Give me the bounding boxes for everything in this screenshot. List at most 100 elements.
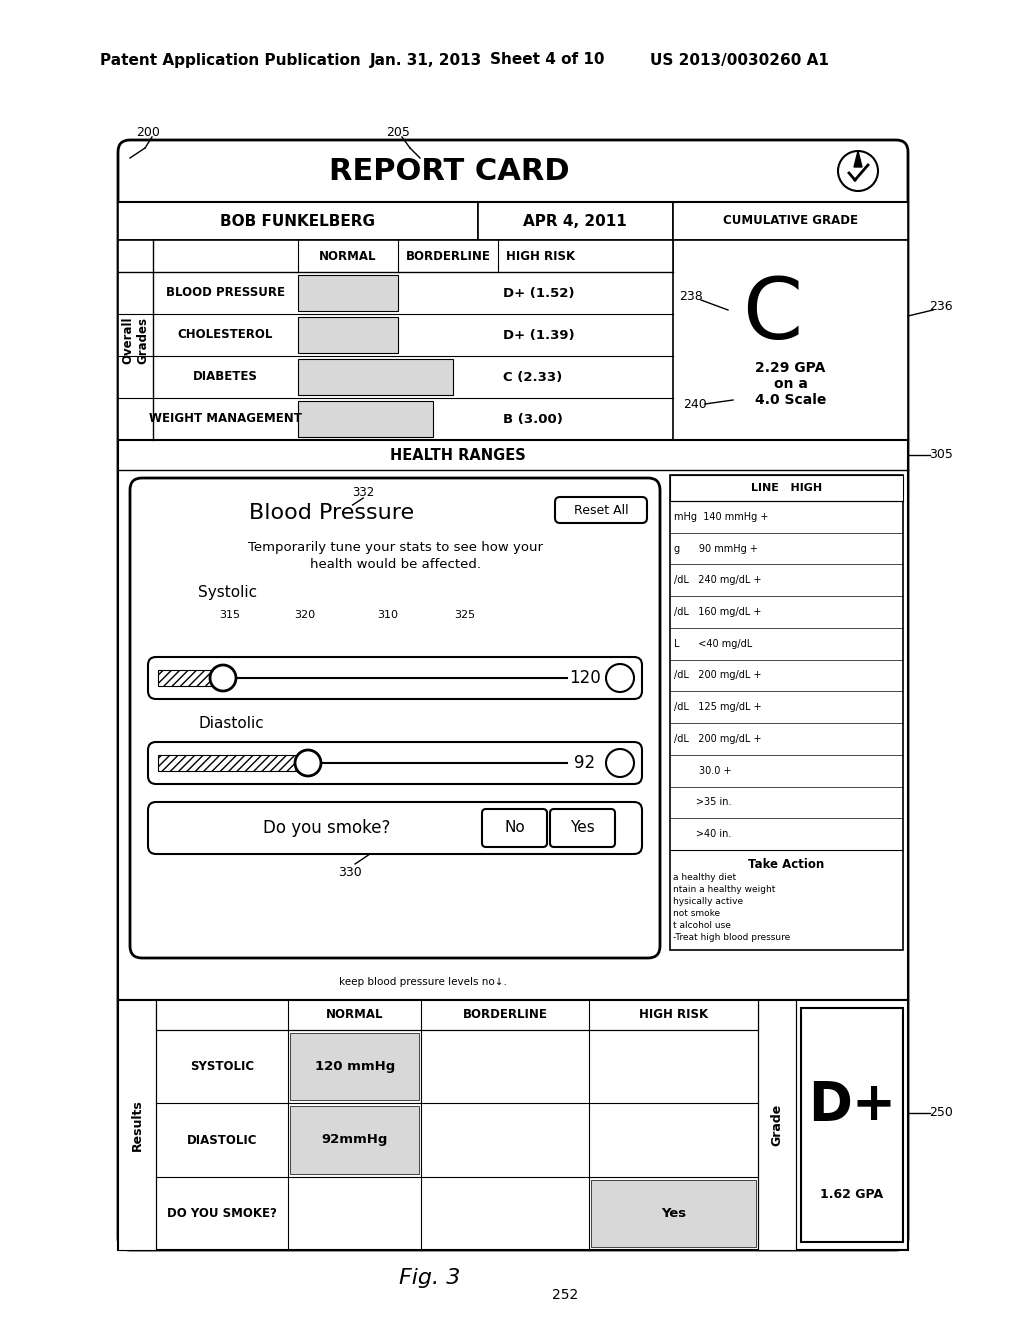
Text: >40 in.: >40 in. <box>674 829 731 840</box>
Text: Diastolic: Diastolic <box>198 717 264 731</box>
Text: HIGH RISK: HIGH RISK <box>506 249 575 263</box>
Text: HIGH RISK: HIGH RISK <box>639 1008 709 1022</box>
Text: a healthy diet: a healthy diet <box>673 874 736 883</box>
Text: Yes: Yes <box>662 1206 686 1220</box>
Bar <box>298 359 453 395</box>
Text: /dL   240 mg/dL +: /dL 240 mg/dL + <box>674 576 762 585</box>
Bar <box>118 1001 908 1250</box>
Bar <box>158 671 223 686</box>
Bar <box>298 317 398 352</box>
Text: /dL   200 mg/dL +: /dL 200 mg/dL + <box>674 734 762 744</box>
Text: Grade: Grade <box>770 1104 783 1146</box>
Text: 30.0 +: 30.0 + <box>674 766 731 776</box>
Bar <box>156 1001 758 1030</box>
Bar <box>673 202 908 240</box>
Text: Jan. 31, 2013: Jan. 31, 2013 <box>370 53 482 67</box>
Text: mHg  140 mmHg +: mHg 140 mmHg + <box>674 512 768 521</box>
Text: No: No <box>504 821 525 836</box>
Text: BORDERLINE: BORDERLINE <box>463 1008 548 1022</box>
Text: US 2013/0030260 A1: US 2013/0030260 A1 <box>650 53 828 67</box>
Text: 200: 200 <box>136 127 160 140</box>
Text: CHOLESTEROL: CHOLESTEROL <box>178 329 273 342</box>
FancyBboxPatch shape <box>118 140 908 1250</box>
Text: Fig. 3: Fig. 3 <box>399 1269 461 1288</box>
Polygon shape <box>854 150 862 168</box>
Text: 1.62 GPA: 1.62 GPA <box>820 1188 884 1201</box>
Text: 315: 315 <box>219 610 241 620</box>
Text: HEALTH RANGES: HEALTH RANGES <box>390 447 525 462</box>
Text: 240: 240 <box>683 397 707 411</box>
Text: health would be affected.: health would be affected. <box>309 558 480 572</box>
Text: DIASTOLIC: DIASTOLIC <box>187 1134 257 1147</box>
Text: DIABETES: DIABETES <box>194 371 258 384</box>
Text: Systolic: Systolic <box>198 586 257 601</box>
Bar <box>291 1106 419 1173</box>
Bar <box>801 1008 903 1242</box>
Text: LINE   HIGH: LINE HIGH <box>751 483 822 492</box>
Text: 120 mmHg: 120 mmHg <box>314 1060 395 1073</box>
Text: 205: 205 <box>386 127 410 140</box>
Text: 120: 120 <box>569 669 601 686</box>
Bar <box>118 240 908 440</box>
Text: Temporarily tune your stats to see how your: Temporarily tune your stats to see how y… <box>248 541 543 554</box>
Bar <box>298 275 398 312</box>
Text: -Treat high blood pressure: -Treat high blood pressure <box>673 933 791 942</box>
Text: 305: 305 <box>929 449 953 462</box>
FancyBboxPatch shape <box>550 809 615 847</box>
Text: 330: 330 <box>338 866 361 879</box>
Text: /dL   125 mg/dL +: /dL 125 mg/dL + <box>674 702 762 713</box>
Text: Results: Results <box>130 1100 143 1151</box>
Text: C (2.33): C (2.33) <box>503 371 562 384</box>
Text: 236: 236 <box>929 300 952 313</box>
Bar <box>298 401 433 437</box>
Text: 2.29 GPA
on a
4.0 Scale: 2.29 GPA on a 4.0 Scale <box>755 360 826 407</box>
Text: NORMAL: NORMAL <box>326 1008 383 1022</box>
Text: BLOOD PRESSURE: BLOOD PRESSURE <box>166 286 285 300</box>
FancyBboxPatch shape <box>555 498 647 523</box>
Bar <box>291 1034 419 1101</box>
Bar <box>118 202 478 240</box>
Text: SYSTOLIC: SYSTOLIC <box>190 1060 254 1073</box>
FancyBboxPatch shape <box>130 478 660 958</box>
Bar <box>158 755 308 771</box>
Circle shape <box>606 748 634 777</box>
Text: NORMAL: NORMAL <box>319 249 377 263</box>
Text: 320: 320 <box>295 610 315 620</box>
Text: C: C <box>741 275 802 358</box>
Text: DO YOU SMOKE?: DO YOU SMOKE? <box>167 1206 278 1220</box>
Text: ntain a healthy weight: ntain a healthy weight <box>673 886 775 895</box>
Text: 332: 332 <box>352 486 375 499</box>
Text: 238: 238 <box>679 289 702 302</box>
Text: t alcohol use: t alcohol use <box>673 921 731 931</box>
Text: B (3.00): B (3.00) <box>503 412 563 425</box>
Text: 250: 250 <box>929 1106 953 1119</box>
Text: /dL   200 mg/dL +: /dL 200 mg/dL + <box>674 671 762 681</box>
Text: WEIGHT MANAGEMENT: WEIGHT MANAGEMENT <box>150 412 302 425</box>
Circle shape <box>606 664 634 692</box>
Text: >35 in.: >35 in. <box>674 797 731 808</box>
FancyBboxPatch shape <box>148 803 642 854</box>
Bar <box>118 1001 156 1250</box>
Text: 310: 310 <box>378 610 398 620</box>
Bar <box>670 475 903 950</box>
FancyBboxPatch shape <box>148 657 642 700</box>
Text: /dL   160 mg/dL +: /dL 160 mg/dL + <box>674 607 762 616</box>
Bar <box>670 475 903 502</box>
Text: L      <40 mg/dL: L <40 mg/dL <box>674 639 753 648</box>
Text: 252: 252 <box>552 1288 579 1302</box>
Text: Reset All: Reset All <box>573 503 629 516</box>
Text: not smoke: not smoke <box>673 909 720 919</box>
Text: 92: 92 <box>574 754 596 772</box>
Text: 92mmHg: 92mmHg <box>322 1134 388 1147</box>
Circle shape <box>210 665 236 690</box>
Text: keep blood pressure levels no↓.: keep blood pressure levels no↓. <box>339 977 507 987</box>
Bar <box>478 202 673 240</box>
Text: Take Action: Take Action <box>749 858 824 870</box>
Text: g      90 mmHg +: g 90 mmHg + <box>674 544 758 553</box>
Text: D+ (1.52): D+ (1.52) <box>503 286 574 300</box>
Text: Do you smoke?: Do you smoke? <box>263 818 390 837</box>
Text: Overall
Grades: Overall Grades <box>122 317 150 364</box>
Bar <box>153 240 673 272</box>
Text: BORDERLINE: BORDERLINE <box>406 249 490 263</box>
Bar <box>758 1001 796 1250</box>
